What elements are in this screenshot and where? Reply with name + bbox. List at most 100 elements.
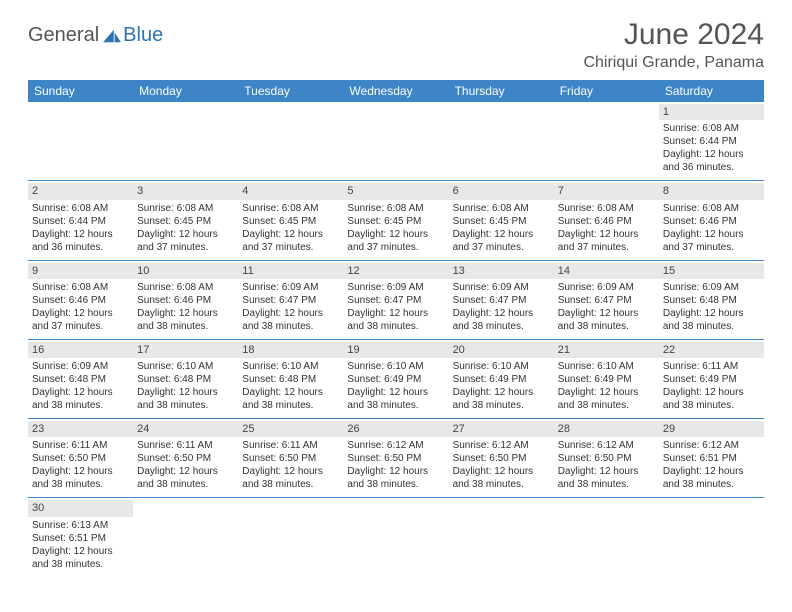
sunset-text: Sunset: 6:46 PM (137, 294, 234, 307)
sunrise-text: Sunrise: 6:10 AM (558, 360, 655, 373)
calendar-day-cell (343, 102, 448, 181)
day-number: 8 (659, 183, 764, 199)
daylight-text: Daylight: 12 hours (663, 228, 760, 241)
calendar-day-cell: 5Sunrise: 6:08 AMSunset: 6:45 PMDaylight… (343, 181, 448, 260)
daylight-text: Daylight: 12 hours (347, 228, 444, 241)
sunrise-text: Sunrise: 6:12 AM (347, 439, 444, 452)
calendar-day-cell: 8 Sunrise: 6:08 AMSunset: 6:46 PMDaylight… (659, 181, 764, 260)
sunset-text: Sunset: 6:45 PM (137, 215, 234, 228)
calendar-day-cell: 15Sunrise: 6:09 AMSunset: 6:48 PMDayligh… (659, 260, 764, 339)
daylight-text: Daylight: 12 hours (558, 386, 655, 399)
day-number: 1 (659, 104, 764, 120)
calendar-day-cell (449, 498, 554, 577)
daylight-text: Daylight: 12 hours (242, 228, 339, 241)
sunset-text: Sunset: 6:47 PM (242, 294, 339, 307)
day-number: 27 (449, 421, 554, 437)
sunrise-text: Sunrise: 6:09 AM (453, 281, 550, 294)
sunset-text: Sunset: 6:49 PM (347, 373, 444, 386)
calendar-day-cell: 6Sunrise: 6:08 AMSunset: 6:45 PMDaylight… (449, 181, 554, 260)
daylight-text: Daylight: 12 hours (347, 307, 444, 320)
sunrise-text: Sunrise: 6:09 AM (558, 281, 655, 294)
daylight-text: Daylight: 12 hours (242, 307, 339, 320)
sunrise-text: Sunrise: 6:09 AM (242, 281, 339, 294)
day-number: 22 (659, 342, 764, 358)
sunrise-text: Sunrise: 6:11 AM (137, 439, 234, 452)
day-number: 29 (659, 421, 764, 437)
daylight-text-2: and 37 minutes. (453, 241, 550, 254)
calendar-day-cell: 28Sunrise: 6:12 AMSunset: 6:50 PMDayligh… (554, 419, 659, 498)
calendar-day-cell: 13Sunrise: 6:09 AMSunset: 6:47 PMDayligh… (449, 260, 554, 339)
calendar-day-cell (554, 498, 659, 577)
daylight-text: Daylight: 12 hours (453, 307, 550, 320)
daylight-text: Daylight: 12 hours (137, 307, 234, 320)
calendar-day-cell: 30Sunrise: 6:13 AMSunset: 6:51 PMDayligh… (28, 498, 133, 577)
sunset-text: Sunset: 6:44 PM (32, 215, 129, 228)
calendar-week-row: 23Sunrise: 6:11 AMSunset: 6:50 PMDayligh… (28, 419, 764, 498)
daylight-text: Daylight: 12 hours (242, 465, 339, 478)
daylight-text-2: and 38 minutes. (242, 399, 339, 412)
daylight-text-2: and 38 minutes. (32, 478, 129, 491)
daylight-text: Daylight: 12 hours (32, 545, 129, 558)
calendar-day-cell: 4Sunrise: 6:08 AMSunset: 6:45 PMDaylight… (238, 181, 343, 260)
daylight-text-2: and 38 minutes. (242, 320, 339, 333)
sunset-text: Sunset: 6:47 PM (453, 294, 550, 307)
daylight-text: Daylight: 12 hours (558, 228, 655, 241)
sunset-text: Sunset: 6:46 PM (558, 215, 655, 228)
daylight-text-2: and 37 minutes. (663, 241, 760, 254)
daylight-text-2: and 38 minutes. (137, 320, 234, 333)
calendar-day-cell: 17 Sunrise: 6:10 AMSunset: 6:48 PMDayligh… (133, 339, 238, 418)
daylight-text: Daylight: 12 hours (663, 465, 760, 478)
daylight-text-2: and 36 minutes. (32, 241, 129, 254)
sunrise-text: Sunrise: 6:10 AM (137, 360, 234, 373)
calendar-day-cell (28, 102, 133, 181)
daylight-text-2: and 38 minutes. (453, 320, 550, 333)
daylight-text: Daylight: 12 hours (137, 386, 234, 399)
sunrise-text: Sunrise: 6:08 AM (137, 281, 234, 294)
daylight-text-2: and 38 minutes. (453, 478, 550, 491)
calendar-week-row: 30Sunrise: 6:13 AMSunset: 6:51 PMDayligh… (28, 498, 764, 577)
daylight-text-2: and 38 minutes. (137, 478, 234, 491)
sunrise-text: Sunrise: 6:10 AM (453, 360, 550, 373)
day-number: 26 (343, 421, 448, 437)
day-number: 4 (238, 183, 343, 199)
sunset-text: Sunset: 6:50 PM (137, 452, 234, 465)
sunset-text: Sunset: 6:50 PM (558, 452, 655, 465)
calendar-day-cell: 11Sunrise: 6:09 AMSunset: 6:47 PMDayligh… (238, 260, 343, 339)
sunrise-text: Sunrise: 6:08 AM (663, 122, 760, 135)
day-number: 21 (554, 342, 659, 358)
calendar-day-cell (449, 102, 554, 181)
calendar-day-cell (238, 102, 343, 181)
day-header: Tuesday (238, 80, 343, 102)
calendar-day-cell: 24Sunrise: 6:11 AMSunset: 6:50 PMDayligh… (133, 419, 238, 498)
day-number: 20 (449, 342, 554, 358)
calendar-day-cell: 10Sunrise: 6:08 AMSunset: 6:46 PMDayligh… (133, 260, 238, 339)
daylight-text: Daylight: 12 hours (663, 148, 760, 161)
sunset-text: Sunset: 6:50 PM (347, 452, 444, 465)
logo-text-general: General (28, 24, 99, 47)
calendar-day-cell: 23Sunrise: 6:11 AMSunset: 6:50 PMDayligh… (28, 419, 133, 498)
calendar-day-cell (133, 102, 238, 181)
calendar-day-cell: 22Sunrise: 6:11 AMSunset: 6:49 PMDayligh… (659, 339, 764, 418)
sunset-text: Sunset: 6:48 PM (663, 294, 760, 307)
daylight-text: Daylight: 12 hours (137, 465, 234, 478)
calendar-day-cell: 16Sunrise: 6:09 AMSunset: 6:48 PMDayligh… (28, 339, 133, 418)
sunrise-text: Sunrise: 6:10 AM (347, 360, 444, 373)
daylight-text: Daylight: 12 hours (242, 386, 339, 399)
sunrise-text: Sunrise: 6:08 AM (137, 202, 234, 215)
sunrise-text: Sunrise: 6:08 AM (663, 202, 760, 215)
sunset-text: Sunset: 6:48 PM (137, 373, 234, 386)
calendar-table: Sunday Monday Tuesday Wednesday Thursday… (28, 80, 764, 577)
daylight-text-2: and 38 minutes. (32, 558, 129, 571)
calendar-week-row: 1Sunrise: 6:08 AMSunset: 6:44 PMDaylight… (28, 102, 764, 181)
day-number: 25 (238, 421, 343, 437)
daylight-text-2: and 38 minutes. (663, 320, 760, 333)
sunrise-text: Sunrise: 6:08 AM (347, 202, 444, 215)
day-number: 17 (133, 342, 238, 358)
calendar-week-row: 2Sunrise: 6:08 AMSunset: 6:44 PMDaylight… (28, 181, 764, 260)
daylight-text-2: and 37 minutes. (242, 241, 339, 254)
day-header: Monday (133, 80, 238, 102)
day-header: Wednesday (343, 80, 448, 102)
calendar-day-cell: 14Sunrise: 6:09 AMSunset: 6:47 PMDayligh… (554, 260, 659, 339)
sail-icon (101, 28, 123, 44)
sunset-text: Sunset: 6:46 PM (663, 215, 760, 228)
